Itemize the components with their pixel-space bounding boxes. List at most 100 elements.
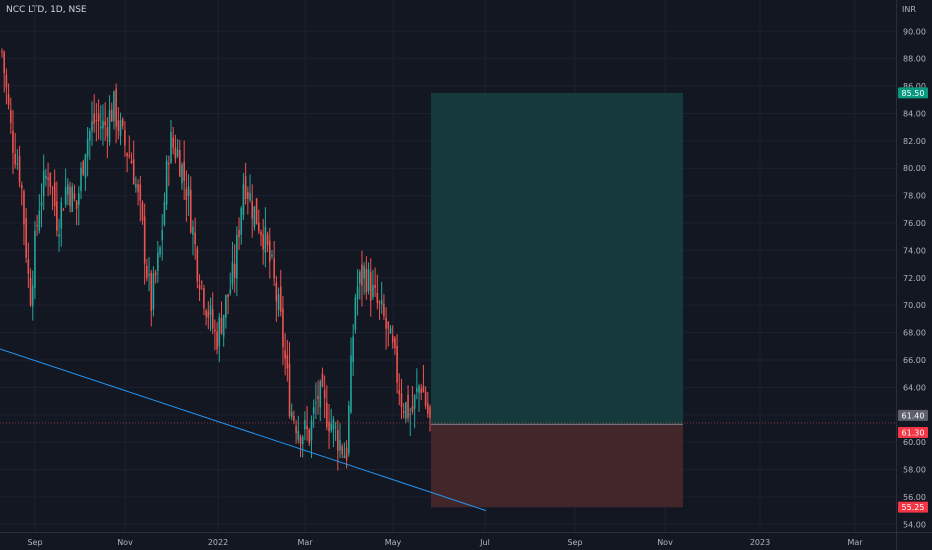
candle-down (268, 240, 271, 262)
candle-down (194, 232, 196, 245)
y-tick-label: 82.00 (903, 137, 926, 146)
x-tick-label: Mar (297, 538, 313, 547)
candle-down (321, 373, 324, 387)
candle-down (216, 331, 218, 350)
candle-down (424, 391, 427, 406)
candle-down (150, 272, 153, 311)
y-tick-label: 58.00 (903, 466, 926, 475)
candle-up (409, 413, 412, 415)
stop-price-label-bg (898, 501, 928, 513)
candle-up (108, 110, 111, 143)
candle-up (231, 262, 234, 285)
candle-up (38, 210, 41, 231)
candle-up (170, 131, 172, 163)
time-axis[interactable]: Sep Nov 2022 Mar May Jul Sep Nov 2023 Mar (27, 538, 863, 547)
candle-up (67, 184, 69, 195)
candle-down (288, 363, 291, 417)
candle-up (91, 121, 93, 131)
x-tick-label: 2022 (208, 538, 228, 547)
candle-down (427, 403, 429, 414)
candle-up (40, 202, 43, 207)
candle-down (23, 191, 25, 225)
candle-up (218, 317, 221, 347)
candle-down (247, 191, 249, 199)
candle-down (391, 335, 394, 343)
candle-up (222, 314, 225, 337)
candle-down (337, 429, 339, 451)
candle-down (56, 201, 58, 231)
candle-down (141, 202, 144, 221)
candle-up (42, 170, 45, 197)
candle-up (34, 230, 36, 289)
candle-down (205, 310, 207, 317)
candle-down (95, 120, 98, 122)
candle-down (183, 161, 185, 181)
y-tick-label: 76.00 (903, 219, 926, 228)
profit-zone[interactable] (431, 92, 683, 425)
candle-down (341, 446, 344, 455)
candle-up (242, 184, 245, 215)
y-tick-label: 84.00 (903, 109, 926, 118)
candle-down (255, 198, 258, 225)
candle-down (75, 200, 78, 209)
position-zones (431, 92, 683, 508)
candle-down (9, 109, 12, 124)
x-tick-label: 2023 (750, 538, 770, 547)
candle-up (334, 426, 337, 428)
price-axis[interactable]: 90.00 88.00 86.00 84.00 82.00 80.00 78.00 76.00… (898, 27, 928, 529)
candle-up (253, 206, 256, 227)
candle-up (16, 163, 19, 165)
candle-down (328, 421, 330, 432)
candle-down (7, 94, 10, 105)
candle-up (60, 202, 63, 229)
symbol-title[interactable]: NCC LTD, 1D, NSE (6, 5, 87, 15)
candle-up (297, 430, 300, 440)
candle-up (31, 285, 34, 307)
candle-up (102, 120, 104, 129)
candle-down (117, 120, 120, 131)
candle-up (354, 297, 357, 330)
candle-up (352, 336, 354, 362)
y-tick-label: 54.00 (903, 520, 926, 529)
candle-down (137, 184, 139, 192)
candle-up (229, 289, 232, 294)
candle-down (143, 216, 146, 264)
y-tick-label: 66.00 (903, 356, 926, 365)
candle-up (192, 226, 194, 235)
y-tick-label: 88.00 (903, 55, 926, 64)
loss-zone[interactable] (431, 424, 683, 508)
candle-up (356, 286, 359, 299)
candle-down (174, 147, 177, 159)
candle-down (51, 187, 54, 189)
candle-up (277, 294, 280, 310)
candle-up (88, 130, 91, 141)
candle-down (1, 50, 3, 53)
candle-down (12, 130, 14, 153)
candle-down (284, 350, 286, 359)
candle-down (69, 186, 71, 207)
candle-down (130, 160, 133, 164)
candle-down (244, 176, 247, 200)
candle-down (376, 292, 379, 303)
candle-up (330, 423, 333, 431)
trendline[interactable] (0, 348, 487, 512)
candle-down (185, 188, 188, 200)
candle-down (326, 402, 328, 428)
candle-down (407, 394, 409, 418)
candle-up (236, 234, 238, 279)
candle-up (416, 388, 418, 392)
target-price-label-bg (898, 87, 928, 99)
candle-down (18, 155, 21, 183)
candle-up (413, 395, 416, 409)
candle-up (99, 126, 102, 129)
y-tick-label: 80.00 (903, 164, 926, 173)
candle-down (62, 209, 65, 211)
candle-up (159, 247, 161, 255)
candle-up (350, 355, 352, 413)
candle-down (279, 286, 282, 312)
x-tick-label: Sep (567, 538, 582, 547)
x-tick-label: Mar (847, 538, 863, 547)
candle-up (312, 407, 315, 414)
candle-down (394, 338, 396, 348)
